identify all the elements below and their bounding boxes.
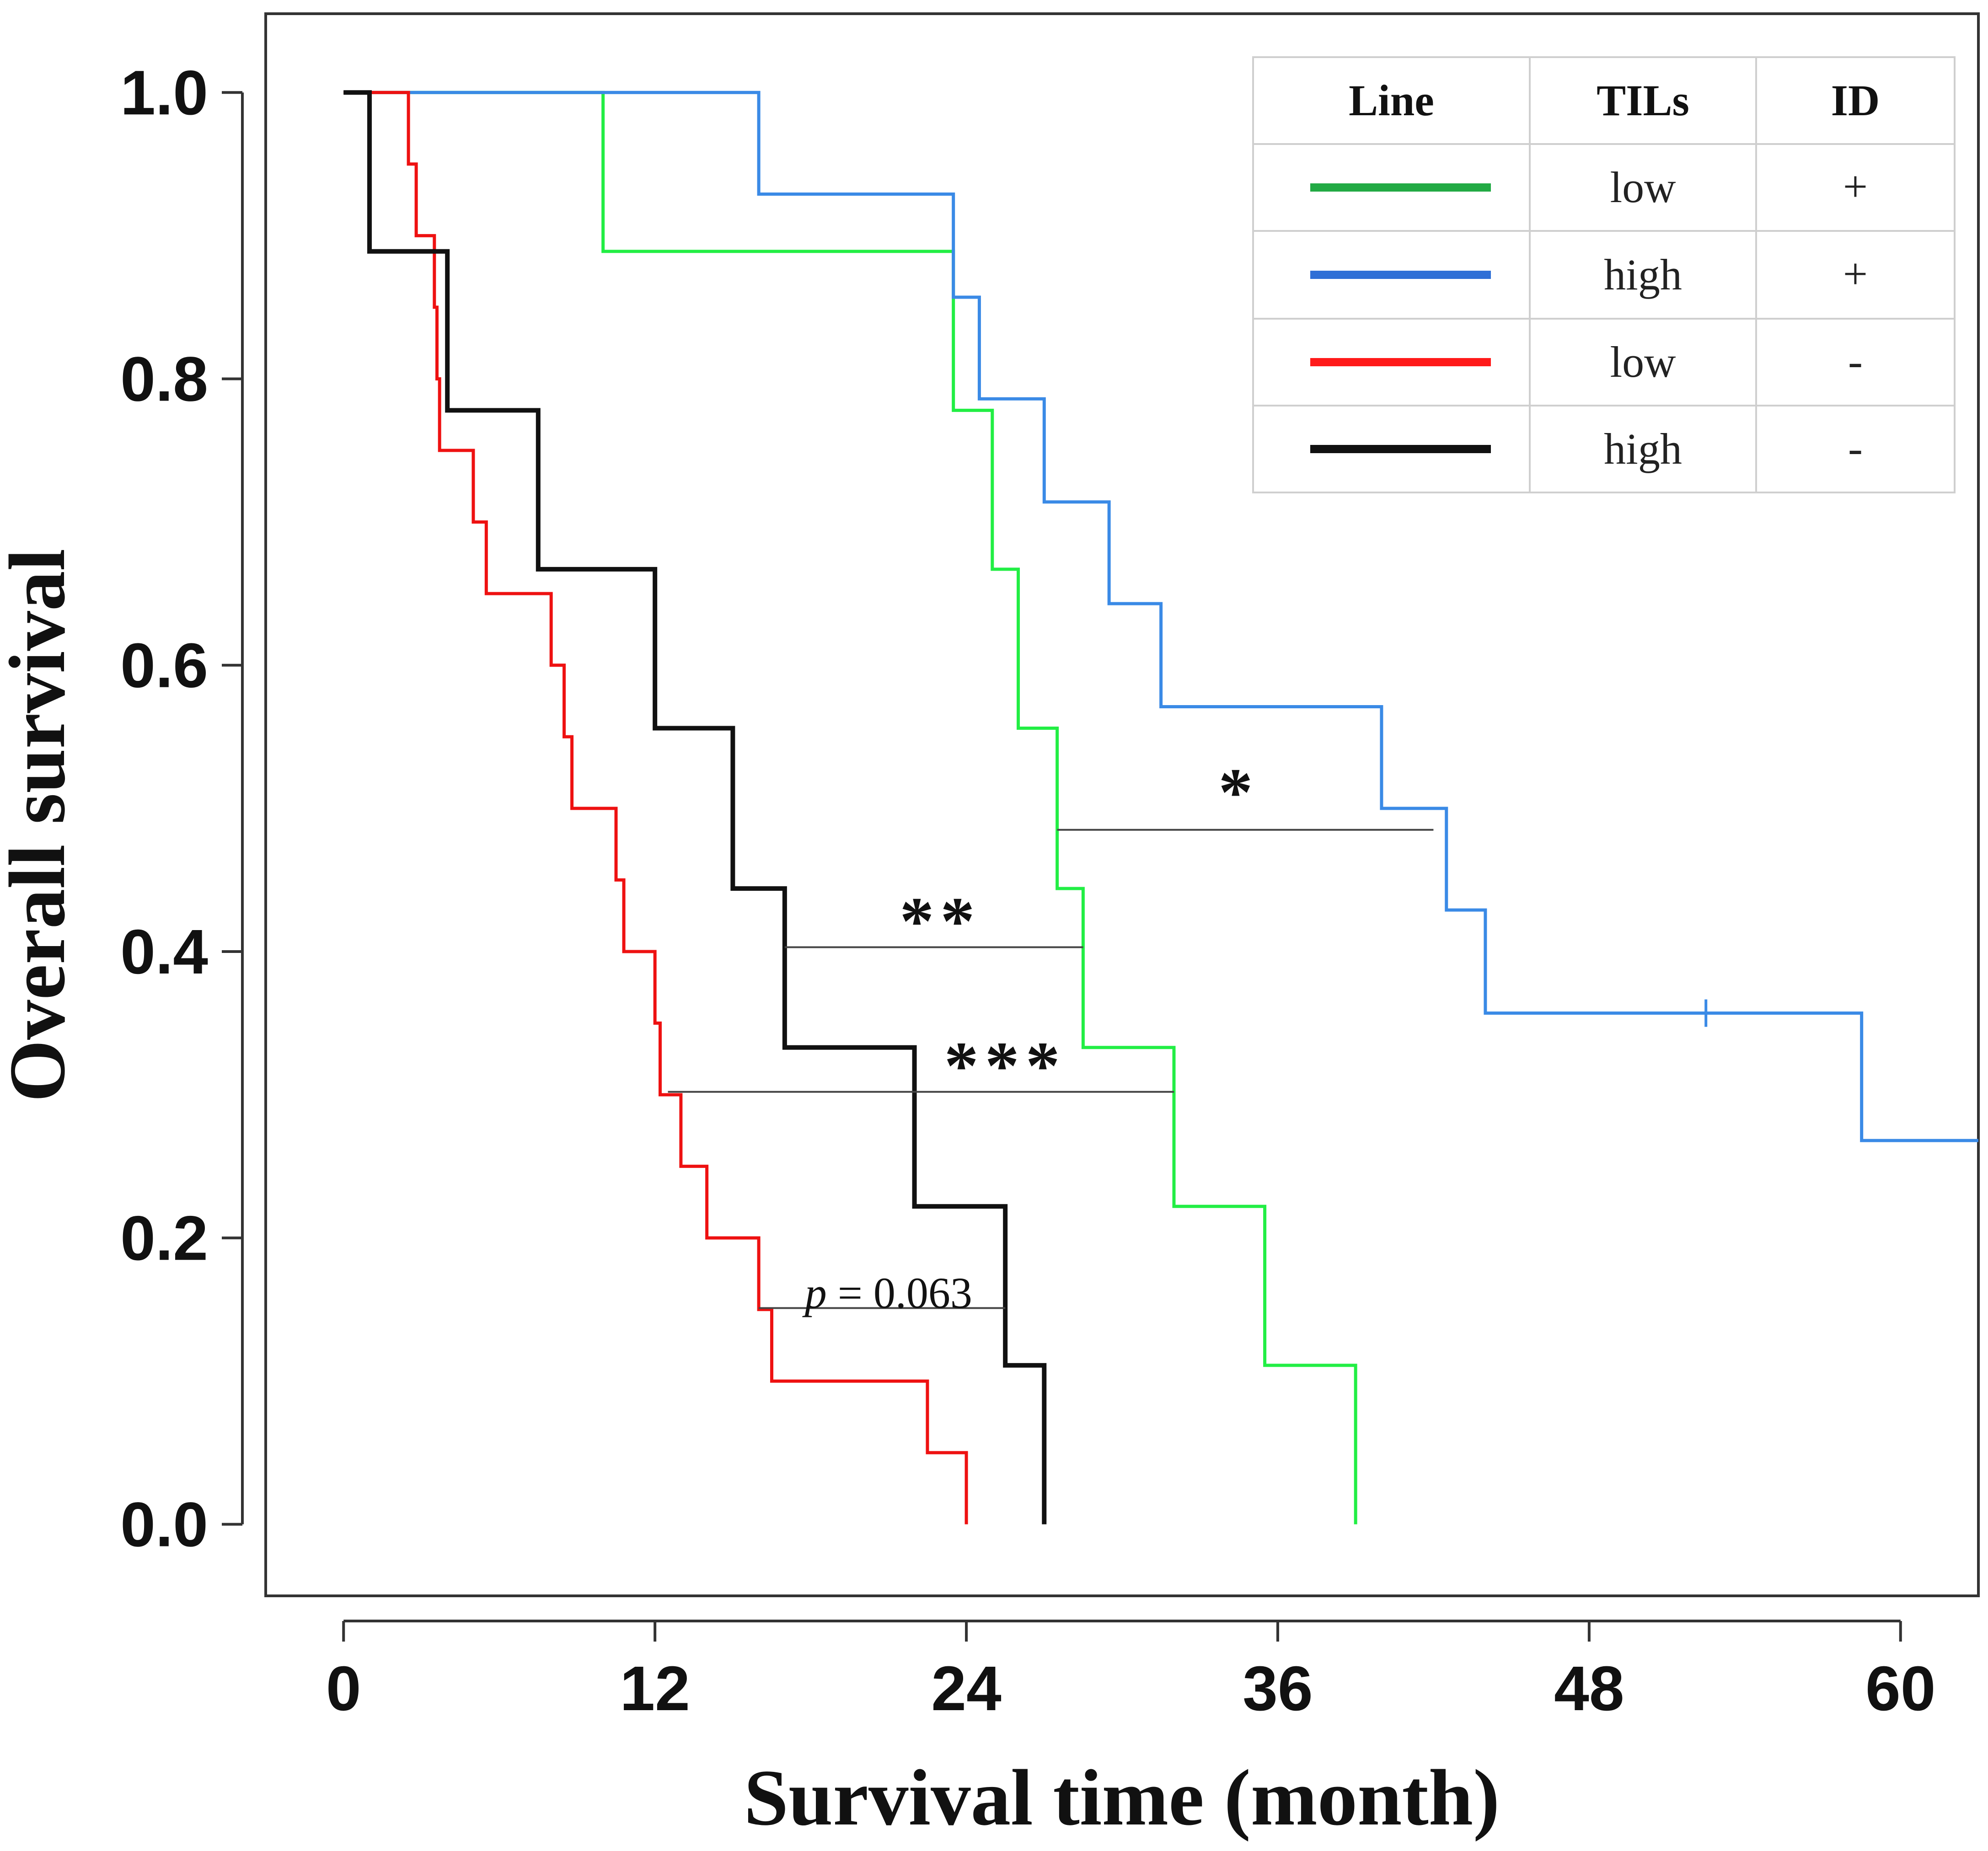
significance-annotations: ******p = 0.063 <box>668 754 1434 1317</box>
plot-frame <box>264 12 1980 1597</box>
survival-curves <box>343 90 1978 1525</box>
x-axis-title: Survival time (month) <box>744 1753 1500 1842</box>
y-tick-label: 0.0 <box>120 1489 208 1560</box>
significance-label: ** <box>900 883 981 959</box>
x-tick-label: 12 <box>620 1653 690 1724</box>
significance-label: *** <box>944 1028 1066 1104</box>
legend-tils-value: high <box>1604 250 1682 299</box>
legend-tils-value: low <box>1610 337 1676 386</box>
y-tick-label: 0.2 <box>120 1203 208 1273</box>
y-tick-label: 0.4 <box>120 917 208 987</box>
x-tick-label: 36 <box>1243 1653 1313 1724</box>
y-axis: 0.0 0.2 0.4 0.6 0.8 1.0 <box>120 58 244 1560</box>
legend-id-value: + <box>1843 249 1868 298</box>
legend-tils-value: high <box>1604 424 1682 473</box>
y-tick-label: 0.6 <box>120 631 208 701</box>
survival-curve-blue <box>343 91 1978 1142</box>
legend-table: Line TILs ID low + high + low - high - <box>1252 56 1956 493</box>
x-tick-label: 24 <box>931 1653 1002 1724</box>
legend-id-value: - <box>1848 337 1863 385</box>
legend-header-id: ID <box>1831 76 1880 125</box>
x-axis: 0 12 24 36 48 60 <box>326 1620 1936 1724</box>
y-axis-title: Overall survival <box>0 549 81 1102</box>
legend-tils-value: low <box>1610 163 1676 212</box>
legend-header-tils: TILs <box>1597 76 1689 125</box>
y-tick-label: 0.8 <box>120 344 208 414</box>
legend-id-value: + <box>1843 162 1868 211</box>
legend-id-value: - <box>1848 423 1863 472</box>
y-tick-label: 1.0 <box>120 58 208 128</box>
survival-curve-red <box>343 91 968 1525</box>
x-tick-label: 60 <box>1865 1653 1936 1724</box>
significance-label: * <box>1218 754 1259 830</box>
x-tick-label: 0 <box>326 1653 361 1724</box>
x-tick-label: 48 <box>1554 1653 1624 1724</box>
survival-curve-black <box>343 90 1047 1525</box>
p-value-label: p = 0.063 <box>802 1268 972 1317</box>
legend-header-line: Line <box>1349 76 1434 125</box>
